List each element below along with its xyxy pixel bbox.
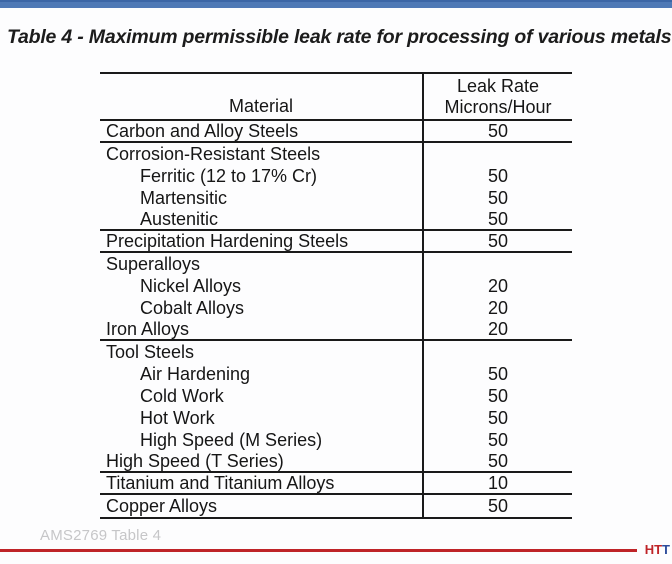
material-cell: Carbon and Alloy Steels [106, 121, 299, 141]
material-cell: Austenitic [140, 209, 219, 229]
footer-reference: AMS2769 Table 4 [40, 527, 162, 544]
table-row: Cobalt Alloys 20 [100, 297, 572, 319]
leak-rate-cell [422, 143, 572, 165]
material-cell: Titanium and Titanium Alloys [106, 473, 335, 493]
table-row: Ferritic (12 to 17% Cr) 50 [100, 165, 572, 187]
material-cell: Air Hardening [140, 363, 251, 384]
table-row: Martensitic 50 [100, 187, 572, 209]
table-row: Carbon and Alloy Steels 50 [100, 121, 572, 143]
leak-rate-cell: 50 [422, 385, 572, 407]
table-body: Carbon and Alloy Steels 50 Corrosion-Res… [100, 121, 572, 517]
leak-rate-column-header: Leak Rate Microns/Hour [422, 74, 572, 119]
table-header-row: Material Leak Rate Microns/Hour [100, 74, 572, 121]
leak-rate-cell: 10 [422, 473, 572, 493]
table-row: Hot Work 50 [100, 407, 572, 429]
material-cell: Copper Alloys [106, 495, 218, 516]
leak-rate-cell: 50 [422, 429, 572, 451]
leak-rate-cell: 50 [422, 231, 572, 251]
material-cell: Iron Alloys [106, 319, 190, 339]
table-row: Austenitic 50 [100, 209, 572, 231]
table-row: Copper Alloys 50 [100, 495, 572, 517]
table-row: Iron Alloys 20 [100, 319, 572, 341]
material-cell: Ferritic (12 to 17% Cr) [140, 165, 318, 186]
material-cell: Corrosion-Resistant Steels [106, 143, 321, 164]
leak-rate-cell: 20 [422, 319, 572, 339]
leak-rate-cell: 50 [422, 121, 572, 141]
leak-rate-header-line2: Microns/Hour [444, 97, 552, 117]
table-row: Precipitation Hardening Steels 50 [100, 231, 572, 253]
leak-rate-cell [422, 253, 572, 275]
leak-rate-cell: 50 [422, 451, 572, 471]
footer-accent-line [0, 549, 637, 552]
leak-rate-header-line1: Leak Rate [456, 76, 540, 96]
top-accent-bar [0, 0, 672, 8]
htt-logo: HTT [645, 543, 670, 556]
leak-rate-cell: 50 [422, 363, 572, 385]
htt-logo-red-letters: HT [644, 542, 663, 557]
leak-rate-cell: 50 [422, 209, 572, 229]
leak-rate-cell: 20 [422, 297, 572, 319]
table-row: Superalloys [100, 253, 572, 275]
table-row: Cold Work 50 [100, 385, 572, 407]
table-row: Tool Steels [100, 341, 572, 363]
leak-rate-cell [422, 341, 572, 363]
leak-rate-cell: 50 [422, 187, 572, 209]
table-row: High Speed (M Series) 50 [100, 429, 572, 451]
leak-rate-cell: 50 [422, 495, 572, 517]
material-cell: Cobalt Alloys [140, 297, 245, 318]
material-cell: Martensitic [140, 187, 228, 208]
htt-logo-blue-letter: T [662, 542, 670, 557]
leak-rate-table: Material Leak Rate Microns/Hour Carbon a… [100, 72, 572, 519]
table-row: High Speed (T Series) 50 [100, 451, 572, 473]
leak-rate-cell: 50 [422, 165, 572, 187]
material-cell: High Speed (T Series) [106, 451, 284, 471]
table-row: Titanium and Titanium Alloys 10 [100, 473, 572, 495]
leak-rate-cell: 20 [422, 275, 572, 297]
table-row: Corrosion-Resistant Steels [100, 143, 572, 165]
table-row: Nickel Alloys 20 [100, 275, 572, 297]
material-cell: Tool Steels [106, 341, 195, 362]
material-cell: Hot Work [140, 407, 215, 428]
material-column-header: Material [228, 96, 294, 116]
material-cell: Precipitation Hardening Steels [106, 231, 349, 251]
material-cell: High Speed (M Series) [140, 429, 323, 450]
leak-rate-cell: 50 [422, 407, 572, 429]
material-cell: Nickel Alloys [140, 275, 242, 296]
page-title: Table 4 - Maximum permissible leak rate … [7, 26, 672, 48]
material-cell: Cold Work [140, 385, 224, 406]
table-row: Air Hardening 50 [100, 363, 572, 385]
material-cell: Superalloys [106, 253, 201, 274]
